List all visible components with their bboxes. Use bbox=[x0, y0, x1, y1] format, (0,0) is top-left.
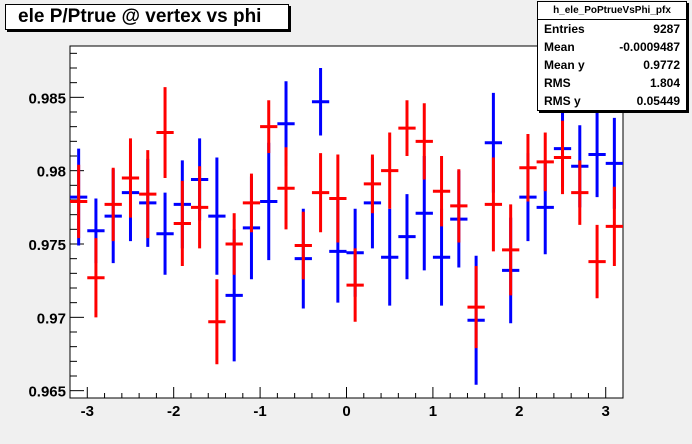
stats-box: h_ele_PoPtrueVsPhi_pfx Entries 9287 Mean… bbox=[537, 1, 687, 111]
stat-label: Mean y bbox=[544, 58, 585, 72]
data-series bbox=[70, 68, 623, 385]
y-tick-label: 0.98 bbox=[37, 164, 66, 181]
stat-value: 9287 bbox=[653, 22, 680, 36]
y-tick-label: 0.985 bbox=[28, 90, 66, 107]
stat-label: Entries bbox=[544, 22, 585, 36]
x-tick-label: -2 bbox=[167, 403, 180, 420]
stat-value: 0.05449 bbox=[636, 94, 680, 108]
chart-title-box: ele P/Ptrue @ vertex vs phi bbox=[5, 4, 289, 30]
y-axis: 0.965 0.97 0.975 0.98 0.985 bbox=[28, 52, 84, 401]
stat-value: -0.0009487 bbox=[619, 40, 680, 54]
x-tick-label: 2 bbox=[515, 403, 523, 420]
stat-label: RMS y bbox=[544, 94, 581, 108]
x-axis: -3 -2 -1 0 1 2 3 bbox=[69, 387, 624, 420]
stat-label: RMS bbox=[544, 76, 571, 90]
plot-frame bbox=[69, 45, 624, 399]
y-tick-label: 0.975 bbox=[28, 237, 66, 254]
stat-label: Mean bbox=[544, 40, 575, 54]
series-2 bbox=[70, 87, 623, 365]
y-tick-label: 0.965 bbox=[28, 384, 66, 401]
x-tick-label: 3 bbox=[602, 403, 610, 420]
stat-value: 1.804 bbox=[649, 76, 680, 90]
stat-row-entries: Entries 9287 bbox=[538, 20, 686, 38]
x-tick-label: -3 bbox=[81, 403, 94, 420]
chart-title: ele P/Ptrue @ vertex vs phi bbox=[18, 6, 262, 27]
x-tick-label: -1 bbox=[253, 403, 266, 420]
stat-row-mean-y: Mean y 0.9772 bbox=[538, 56, 686, 74]
stat-row-rms: RMS 1.804 bbox=[538, 74, 686, 92]
stat-value: 0.9772 bbox=[643, 58, 680, 72]
stat-row-mean: Mean -0.0009487 bbox=[538, 38, 686, 56]
x-tick-label: 1 bbox=[429, 403, 437, 420]
stat-row-rms-y: RMS y 0.05449 bbox=[538, 92, 686, 110]
stats-histogram-name: h_ele_PoPtrueVsPhi_pfx bbox=[538, 2, 686, 20]
y-tick-label: 0.97 bbox=[37, 310, 66, 327]
x-tick-label: 0 bbox=[342, 403, 350, 420]
